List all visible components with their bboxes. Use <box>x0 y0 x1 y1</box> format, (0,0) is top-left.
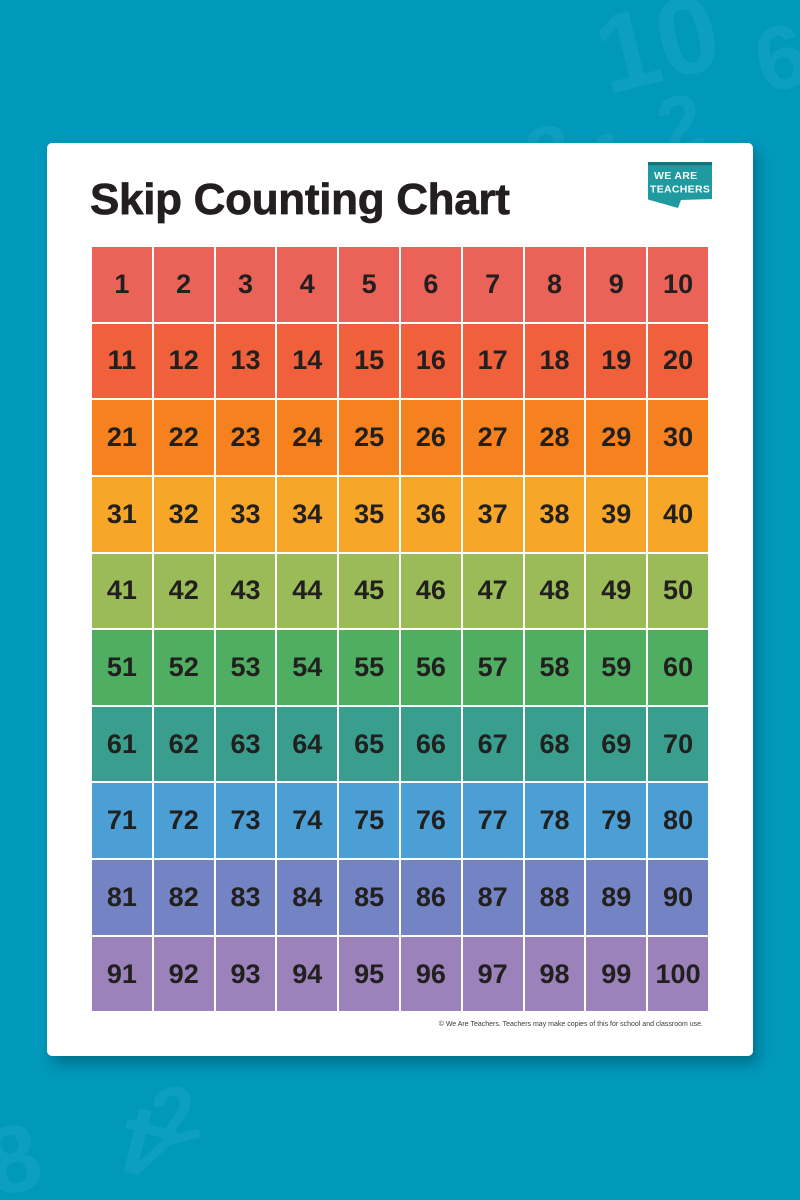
svg-text:WE ARE: WE ARE <box>654 170 697 182</box>
svg-text:8: 8 <box>0 1102 52 1200</box>
svg-text:6: 6 <box>745 4 800 113</box>
svg-text:TEACHERS: TEACHERS <box>650 183 710 195</box>
